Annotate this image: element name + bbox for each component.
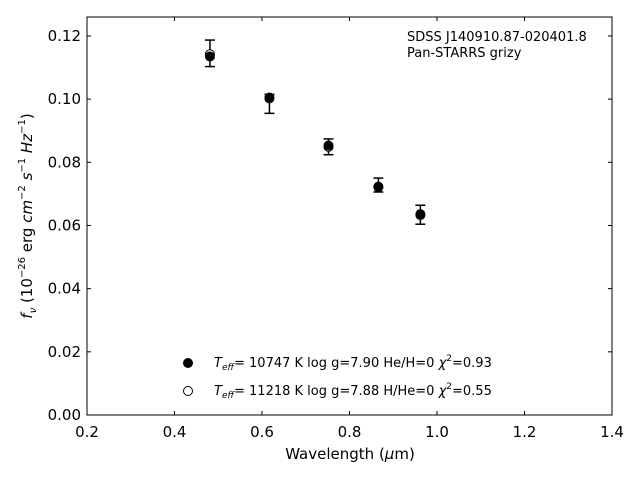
- x-tick-label-4: 1.0: [425, 423, 449, 441]
- y-tick-label-4: 0.08: [48, 153, 81, 171]
- x-tick-label-0: 0.2: [75, 423, 99, 441]
- y-tick-label-1: 0.02: [48, 343, 81, 361]
- y-tick-label-5: 0.10: [48, 90, 81, 108]
- legend-entry-2: Teff= 11218 K log g=7.88 H/He=0 χ2=0.55: [214, 382, 492, 401]
- x-tick-label-1: 0.4: [163, 423, 187, 441]
- filled-point-1: [264, 92, 275, 103]
- y-tick-label-6: 0.12: [48, 27, 81, 45]
- tick-group: 0.2 0.4 0.6 0.8 1.0 1.2 1.4 0.00 0.02 0.04 0.06 0.0…: [48, 17, 624, 441]
- x-tick-label-5: 1.2: [513, 423, 537, 441]
- annotation-object-name: SDSS J140910.87-020401.8: [407, 30, 587, 45]
- filled-point-3: [373, 181, 384, 192]
- data-marks: [204, 39, 426, 225]
- y-axis-label: fν (10−26 erg cm−2 s−1 Hz−1): [17, 113, 39, 318]
- legend-marker-open: [183, 386, 193, 396]
- y-tick-label-0: 0.00: [48, 406, 81, 424]
- plot-frame: [86, 16, 613, 416]
- legend-entry-1: Teff= 10747 K log g=7.90 He/H=0 χ2=0.93: [214, 354, 492, 373]
- y-tick-label-2: 0.04: [48, 280, 81, 298]
- legend: Teff= 10747 K log g=7.90 He/H=0 χ2=0.93 …: [183, 354, 492, 401]
- legend-marker-filled: [183, 358, 193, 368]
- filled-point-4: [415, 209, 426, 220]
- x-tick-label-2: 0.6: [250, 423, 274, 441]
- x-tick-label-6: 1.4: [600, 423, 624, 441]
- annotation-survey: Pan-STARRS grizy: [407, 46, 522, 61]
- filled-point-2: [323, 140, 334, 151]
- x-axis-label: Wavelength (μm): [285, 445, 415, 463]
- svg-text:fν (10−26 erg cm−2 s−1 Hz−1): fν (10−26 erg cm−2 s−1 Hz−1): [17, 113, 39, 318]
- filled-point-0: [204, 51, 215, 62]
- y-tick-label-3: 0.06: [48, 216, 81, 234]
- x-tick-label-3: 0.8: [338, 423, 362, 441]
